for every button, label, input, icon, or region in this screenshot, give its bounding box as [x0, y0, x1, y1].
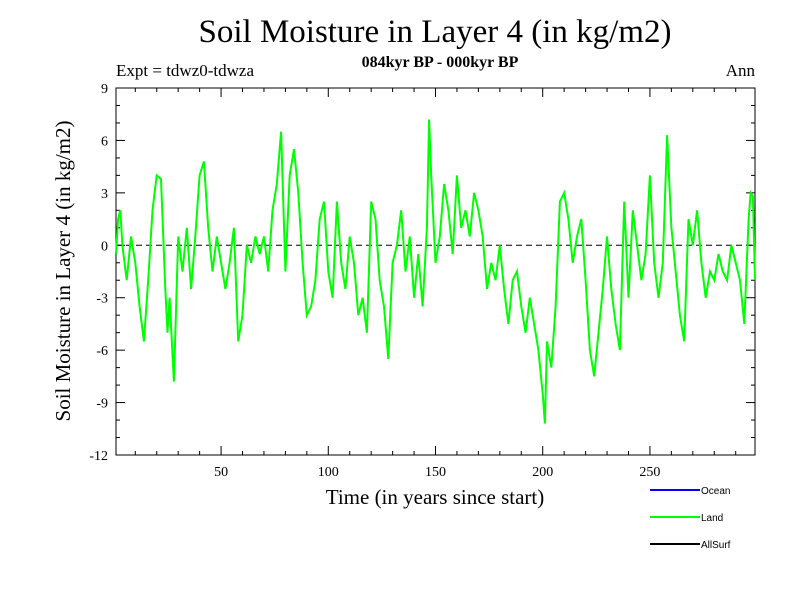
experiment-label: Expt = tdwz0-tdwza — [116, 61, 254, 80]
chart-title: Soil Moisture in Layer 4 (in kg/m2) — [198, 14, 672, 50]
y-tick-label: 9 — [101, 82, 108, 97]
legend-label-ocean: Ocean — [701, 486, 730, 497]
y-axis: -12 -9 -6 -3 0 3 6 9 — [89, 82, 755, 464]
y-tick-label: -9 — [96, 397, 108, 412]
legend: Ocean Land AllSurf — [650, 486, 731, 551]
x-tick-label: 200 — [532, 465, 553, 480]
x-tick-label: 50 — [214, 465, 228, 480]
y-tick-label: 3 — [101, 187, 108, 202]
series-line-land — [115, 119, 756, 424]
y-tick-label: -6 — [96, 344, 108, 359]
x-axis-title: Time (in years since start) — [326, 485, 545, 509]
x-tick-label: 250 — [639, 465, 660, 480]
period-label: Ann — [725, 61, 755, 80]
y-axis-title: Soil Moisture in Layer 4 (in kg/m2) — [51, 121, 75, 422]
y-tick-label: -3 — [96, 292, 108, 307]
legend-label-land: Land — [701, 513, 723, 524]
x-tick-label: 150 — [425, 465, 446, 480]
legend-label-allsurf: AllSurf — [701, 540, 731, 551]
x-axis: 50 100 150 200 250 — [134, 88, 737, 480]
y-tick-label: -12 — [89, 449, 108, 464]
y-tick-label: 0 — [101, 239, 108, 254]
chart-subtitle: 084kyr BP - 000kyr BP — [361, 54, 519, 71]
x-tick-label: 100 — [318, 465, 339, 480]
y-tick-label: 6 — [101, 134, 108, 149]
